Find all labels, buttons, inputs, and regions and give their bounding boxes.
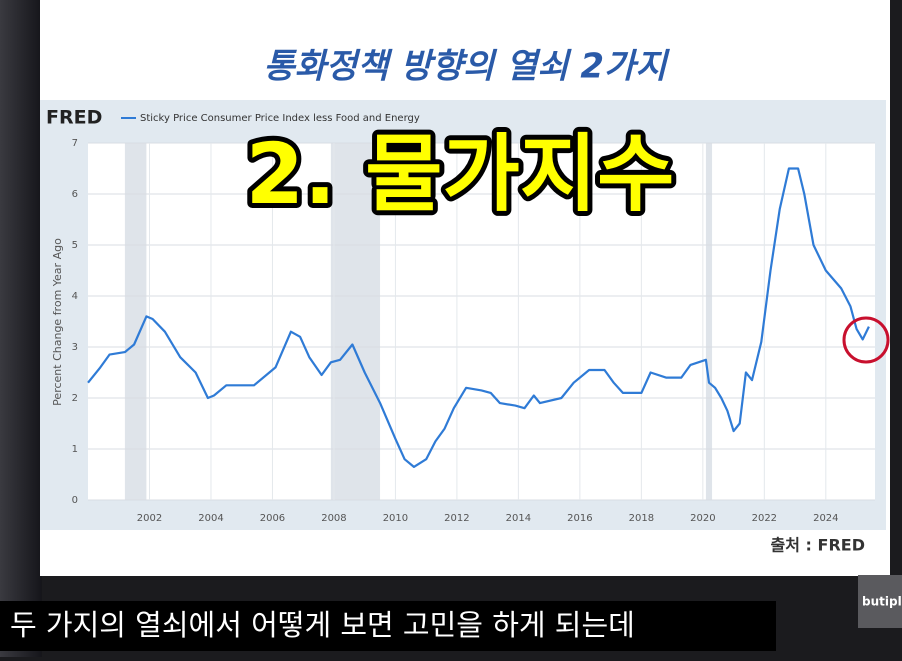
x-tick-label: 2022 [752,513,777,524]
plot: 0 1 2 3 4 5 6 7 2002 2004 2006 2008 2010 2012 2014 2016… [72,138,875,524]
channel-logo: butipl [862,595,902,609]
x-tick-label: 2018 [629,513,654,524]
highlight-circle [842,316,890,364]
x-tick-label: 2002 [137,513,162,524]
y-tick-label: 5 [72,240,78,251]
y-tick-label: 7 [72,138,78,149]
source: 출처 : FRED [771,536,865,555]
x-tick-label: 2014 [506,513,531,524]
x-tick-label: 2010 [383,513,408,524]
logo-box [858,575,902,628]
plot-area [88,143,875,500]
y-tick-label: 1 [72,444,78,455]
background-left [0,0,42,657]
recession-band [124,143,147,500]
y-tick-label: 2 [72,393,78,404]
fred-logo: FRED [46,107,102,129]
slide-title: 통화정책 방향의 열쇠 2가지 [263,47,670,87]
x-tick-label: 2020 [690,513,715,524]
x-tick-label: 2024 [813,513,838,524]
x-tick-label: 2004 [198,513,223,524]
x-tick-label: 2012 [444,513,469,524]
recession-band [705,143,713,500]
overlay-text: 2. 물가지수 [246,125,675,223]
x-tick-label: 2016 [567,513,592,524]
y-tick-label: 0 [72,495,78,506]
y-tick-label: 6 [72,189,78,200]
x-tick-label: 2006 [260,513,285,524]
series-line [87,167,870,468]
caption: 두 가지의 열쇠에서 어떻게 보면 고민을 하게 되는데 [10,608,635,642]
x-tick-label: 2008 [321,513,346,524]
y-tick-label: 4 [72,291,78,302]
legend-label: Sticky Price Consumer Price Index less F… [140,113,420,124]
recession-band [330,143,381,500]
y-tick-label: 3 [72,342,78,353]
y-axis-label: Percent Change from Year Ago [51,238,64,406]
caption-box [0,601,776,651]
